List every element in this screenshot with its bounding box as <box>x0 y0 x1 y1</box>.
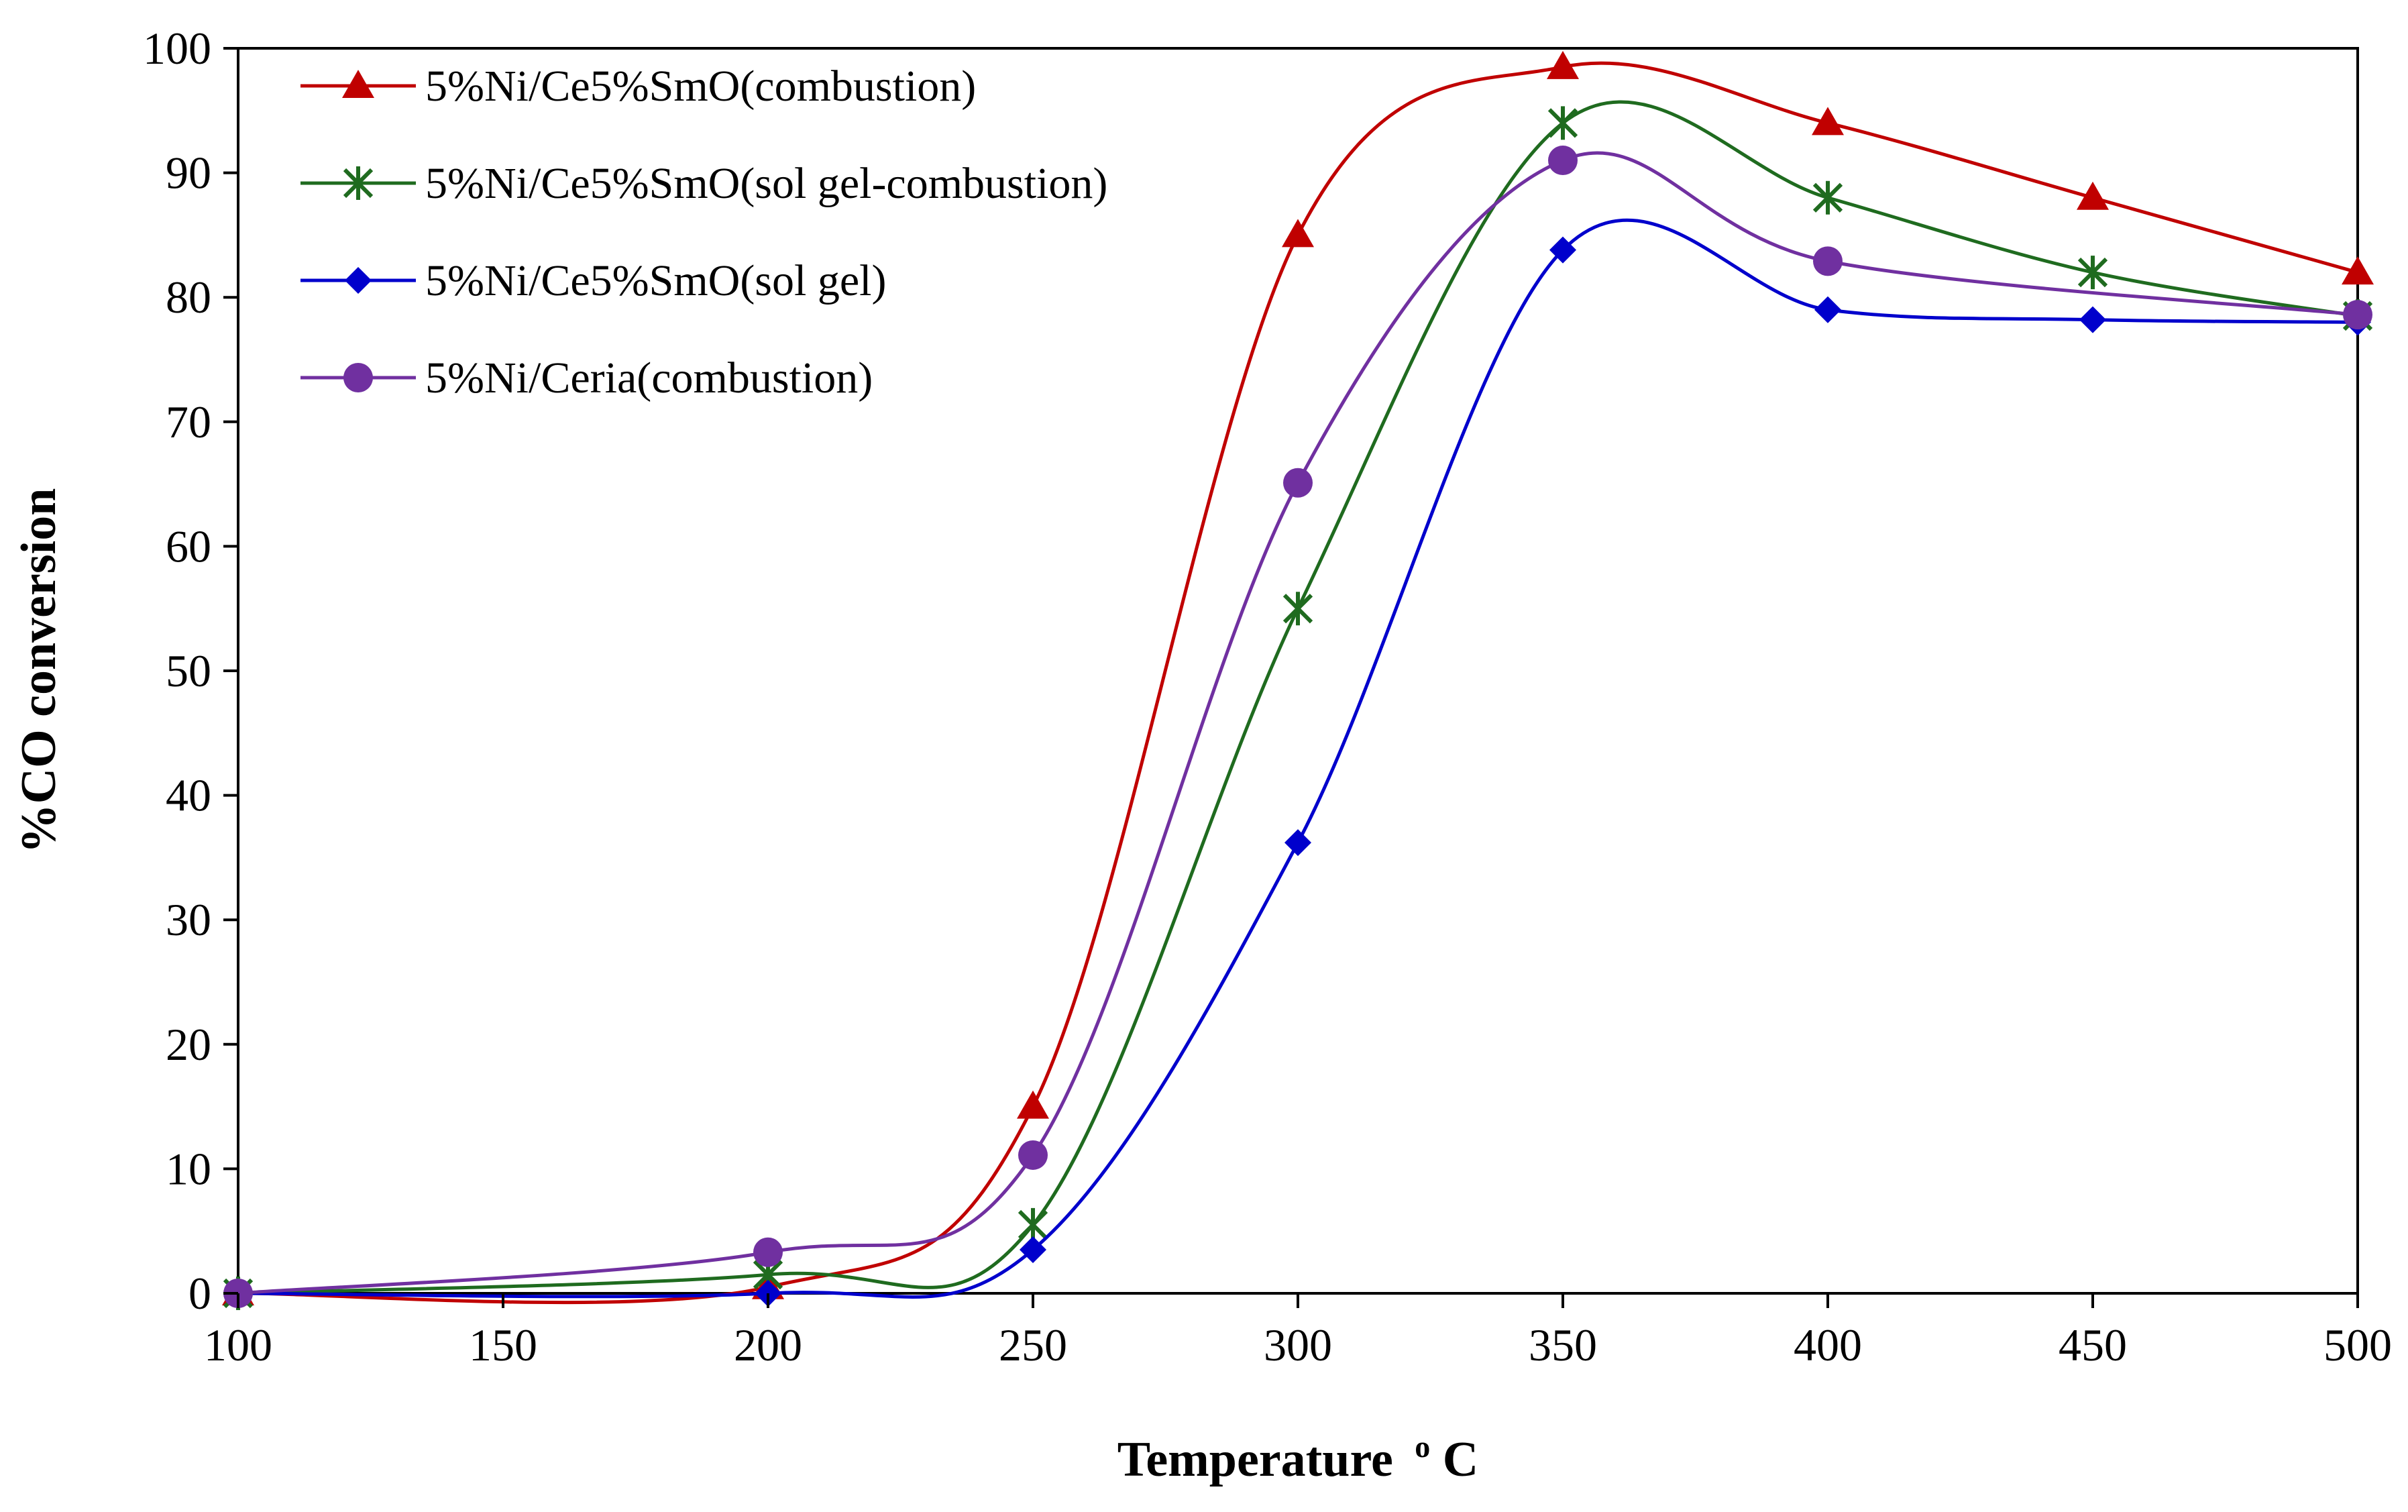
series-4-point <box>2343 300 2372 330</box>
series-4-point <box>753 1237 783 1267</box>
series-line-4 <box>237 151 2358 1295</box>
y-tick-label: 60 <box>166 521 211 572</box>
x-axis-title: Temperature o C <box>1117 1413 1479 1487</box>
series-2-point <box>2077 256 2108 290</box>
y-tick-label: 40 <box>166 770 211 821</box>
series-4-point <box>1018 1140 1048 1170</box>
series-2-point <box>1282 592 1313 626</box>
x-tick-label: 200 <box>734 1319 802 1370</box>
series-3-point <box>1020 1236 1046 1264</box>
series-4-point <box>1813 246 1843 276</box>
series-4-point <box>1283 468 1313 498</box>
series-layer <box>222 50 2374 1310</box>
legend-marker-2 <box>343 166 374 200</box>
x-tick-label: 150 <box>469 1319 537 1370</box>
series-1-point <box>2342 256 2374 285</box>
y-tick-label: 70 <box>166 396 211 447</box>
legend-label-4: 5%Ni/Ceria(combustion) <box>425 354 873 402</box>
axis-layer: 0 10 20 30 40 50 60 70 80 90 100 100 150 200 250 300 350… <box>143 23 2392 1370</box>
x-tick-label: 400 <box>1794 1319 1862 1370</box>
legend-marker-1 <box>342 70 374 98</box>
x-axis-unit: C <box>1443 1432 1478 1487</box>
x-tick-label: 500 <box>2323 1319 2392 1370</box>
y-tick-label: 80 <box>166 272 211 323</box>
y-tick-label: 30 <box>166 894 211 945</box>
y-tick-label: 50 <box>166 645 211 696</box>
series-2-point <box>1547 106 1578 140</box>
x-tick-label: 250 <box>999 1319 1067 1370</box>
legend-label-3: 5%Ni/Ce5%SmO(sol gel) <box>425 256 886 305</box>
series-2-point <box>1812 180 1843 215</box>
y-tick-label: 90 <box>166 148 211 199</box>
x-axis-degree: o <box>1415 1429 1430 1464</box>
x-tick-label: 350 <box>1529 1319 1597 1370</box>
series-1-point <box>1812 107 1844 136</box>
series-3-point <box>1814 296 1841 323</box>
x-axis-title-text: Temperature <box>1117 1432 1393 1487</box>
y-tick-label: 100 <box>143 23 211 74</box>
legend-marker-3 <box>345 267 372 294</box>
x-tick-label: 450 <box>2059 1319 2127 1370</box>
series-4-point <box>1548 146 1578 176</box>
series-1-point <box>1017 1090 1049 1119</box>
legend-label-2: 5%Ni/Ce5%SmO(sol gel-combustion) <box>425 159 1107 208</box>
legend-marker-4 <box>343 363 373 392</box>
series-1-point <box>1282 219 1314 248</box>
y-tick-label: 0 <box>188 1268 211 1319</box>
series-line-1 <box>237 61 2358 1305</box>
series-3-point <box>1284 829 1311 857</box>
x-tick-label: 100 <box>204 1319 272 1370</box>
series-3-point <box>1549 236 1576 264</box>
y-axis-title: %CO conversion <box>11 488 66 854</box>
series-2-point <box>1018 1207 1048 1242</box>
legend: 5%Ni/Ce5%SmO(combustion) 5%Ni/Ce5%SmO(sol… <box>300 62 1107 402</box>
series-1-point <box>1547 50 1579 79</box>
y-tick-label: 20 <box>166 1019 211 1070</box>
series-line-2 <box>237 100 2358 1295</box>
x-tick-label: 300 <box>1264 1319 1332 1370</box>
series-1-point <box>2077 181 2109 210</box>
y-tick-label: 10 <box>166 1143 211 1194</box>
series-3-point <box>2079 306 2106 333</box>
legend-label-1: 5%Ni/Ce5%SmO(combustion) <box>425 62 976 111</box>
